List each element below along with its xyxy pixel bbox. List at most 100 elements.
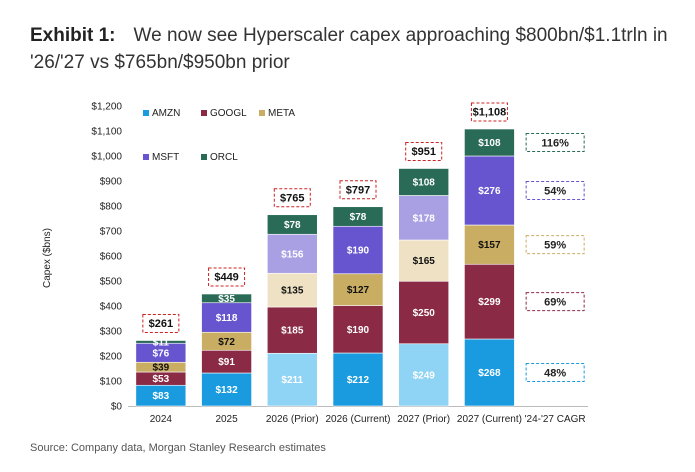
cagr-value-googl: 69% xyxy=(544,297,566,309)
cagr-column: 48% 69% 59% 54% 116% xyxy=(525,133,585,382)
bar-segment-msft xyxy=(201,302,252,333)
total-box xyxy=(273,188,311,208)
data-label-msft: $190 xyxy=(347,246,370,257)
total-label: $951 xyxy=(411,146,435,158)
legend-label-msft: MSFT xyxy=(152,152,179,163)
legend-swatch-orcl xyxy=(201,154,207,160)
data-label-amzn: $212 xyxy=(347,375,370,386)
total-box xyxy=(208,267,246,287)
data-label-meta: $157 xyxy=(478,240,501,251)
bar-segment-meta xyxy=(332,273,384,306)
y-axis-label: Capex ($bns) xyxy=(42,228,53,288)
data-label-msft: $118 xyxy=(216,313,238,324)
data-label-meta: $135 xyxy=(281,286,304,297)
legend-label-meta: META xyxy=(268,108,295,119)
bar-segment-meta xyxy=(266,272,318,308)
y-tick-label: $900 xyxy=(100,177,123,188)
total-box xyxy=(470,102,508,122)
y-tick-label: $800 xyxy=(100,202,123,213)
y-tick-label: $400 xyxy=(100,302,123,313)
legend-swatch-googl xyxy=(201,110,207,116)
y-tick-label: $600 xyxy=(100,252,123,263)
cagr-value-meta: 59% xyxy=(544,240,566,252)
legend-swatch-amzn xyxy=(143,110,149,116)
data-label-googl: $185 xyxy=(281,326,304,337)
total-label: $449 xyxy=(214,272,238,284)
data-label-meta: $39 xyxy=(153,363,170,374)
bar-segment-amzn xyxy=(464,338,515,407)
x-tick-label: 2027 (Prior) xyxy=(397,414,450,425)
x-tick-label-cagr: '24-'27 CAGR xyxy=(525,414,586,425)
cagr-value-amzn: 48% xyxy=(544,368,566,380)
bar-segment-amzn xyxy=(398,343,450,407)
data-label-amzn: $268 xyxy=(478,368,501,379)
x-tick-label: 2026 (Prior) xyxy=(266,414,319,425)
title-text: We now see Hyperscaler capex approaching… xyxy=(30,25,668,73)
bar-segment-meta xyxy=(464,224,515,265)
bar-segment-amzn xyxy=(266,352,318,407)
x-tick-label: 2024 xyxy=(150,414,173,425)
legend-label-amzn: AMZN xyxy=(152,108,180,119)
data-label-amzn: $132 xyxy=(215,385,238,396)
bar-segment-amzn xyxy=(332,352,384,407)
data-label-orcl: $78 xyxy=(284,220,301,231)
data-label-googl: $91 xyxy=(218,357,235,368)
bar-segment-msft xyxy=(398,195,450,241)
legend: AMZN GOOGL META MSFT ORCL xyxy=(143,108,295,163)
bars: $83 $53$39 $76$11 $261 $132 $91 $72 $118 $35 $449… xyxy=(135,102,515,407)
legend-swatch-msft xyxy=(143,154,149,160)
x-tick-label: 2026 (Current) xyxy=(325,414,390,425)
data-label-googl: $299 xyxy=(478,297,501,308)
legend-label-googl: GOOGL xyxy=(210,108,247,119)
bar-segment-msft xyxy=(464,155,515,226)
y-tick-label: $1,100 xyxy=(91,127,122,138)
data-label-msft: $178 xyxy=(413,213,436,224)
data-label-googl: $190 xyxy=(347,325,370,336)
cagr-box-amzn xyxy=(525,363,585,382)
x-tick-label: 2025 xyxy=(215,414,238,425)
data-label-msft: $76 xyxy=(153,348,170,359)
bar-segment-msft xyxy=(266,233,318,274)
exhibit-label: Exhibit 1: xyxy=(30,25,116,46)
total-label: $1,108 xyxy=(473,107,507,119)
bar-segment-googl xyxy=(332,305,384,354)
legend-swatch-meta xyxy=(259,110,265,116)
y-tick-label: $700 xyxy=(100,227,123,238)
y-tick-label: $300 xyxy=(100,327,123,338)
total-box xyxy=(142,314,180,333)
y-tick-label: $1,000 xyxy=(91,152,122,163)
bar-segment-orcl xyxy=(266,214,318,235)
y-tick-label: $0 xyxy=(111,402,123,413)
data-label-googl: $53 xyxy=(153,374,170,385)
bar-segment-amzn xyxy=(201,372,252,407)
data-label-meta: $165 xyxy=(413,256,436,267)
cagr-box-meta xyxy=(525,235,585,255)
data-label-googl: $250 xyxy=(413,308,436,319)
data-label-orcl: $108 xyxy=(413,178,436,189)
total-box xyxy=(405,142,443,161)
axes: $0 $100 $200 $300 $400 $500 $600 $700 $800 $900 $1… xyxy=(42,102,588,425)
cagr-box-orcl xyxy=(525,133,585,152)
bar-segment-orcl xyxy=(398,168,450,196)
data-label-meta: $127 xyxy=(347,285,370,296)
chart-title: Exhibit 1: We now see Hyperscaler capex a… xyxy=(30,22,680,76)
data-label-amzn: $211 xyxy=(281,375,303,386)
total-label: $261 xyxy=(149,318,173,330)
data-label-msft: $156 xyxy=(281,249,304,260)
bar-segment-orcl xyxy=(201,293,252,304)
total-box xyxy=(339,180,377,200)
source-note: Source: Company data, Morgan Stanley Res… xyxy=(30,442,326,454)
cagr-value-msft: 54% xyxy=(544,186,566,198)
data-label-meta: $72 xyxy=(218,337,235,348)
bar-segment-orcl xyxy=(464,128,515,157)
bar-segment-orcl xyxy=(332,206,384,227)
y-tick-label: $100 xyxy=(100,377,123,388)
data-label-orcl: $35 xyxy=(218,294,235,305)
stacked-bar-chart: $0 $100 $200 $300 $400 $500 $600 $700 $800 $900 $1… xyxy=(42,102,588,425)
total-label: $765 xyxy=(280,192,304,204)
bar-segment-orcl xyxy=(135,340,187,344)
bar-segment-msft xyxy=(332,225,384,275)
data-label-orcl: $78 xyxy=(350,212,367,223)
y-tick-label: $200 xyxy=(100,352,123,363)
y-tick-label: $500 xyxy=(100,277,123,288)
